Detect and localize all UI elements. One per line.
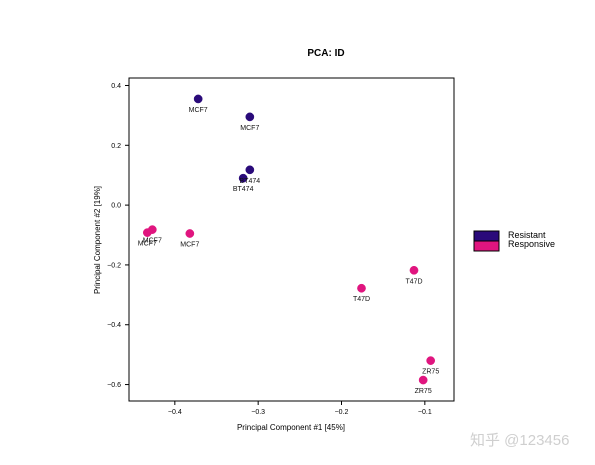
chart-title: PCA: ID bbox=[307, 48, 344, 59]
point-label: T47D bbox=[405, 278, 422, 285]
x-axis-ticks: −0.4 −0.3 −0.2 −0.1 bbox=[168, 401, 432, 416]
legend-resistant-label: Resistant bbox=[508, 230, 546, 240]
legend-resistant-swatch bbox=[473, 230, 500, 242]
data-point bbox=[409, 265, 419, 275]
y-tick-label: 0.4 bbox=[111, 83, 121, 90]
data-point bbox=[426, 356, 436, 365]
x-tick-label: −0.2 bbox=[335, 409, 349, 416]
point-label: MCF7 bbox=[180, 242, 199, 249]
point-label: ZR75 bbox=[422, 369, 439, 376]
point-label: MCF7 bbox=[189, 107, 208, 114]
point-label: MCF7 bbox=[143, 238, 162, 245]
legend-responsive-label: Responsive bbox=[508, 239, 555, 249]
data-point bbox=[193, 94, 203, 104]
point-label: MCF7 bbox=[240, 125, 259, 132]
data-point bbox=[142, 228, 152, 237]
point-label: BT474 bbox=[240, 178, 261, 185]
y-tick-label: −0.4 bbox=[107, 322, 121, 329]
data-point bbox=[245, 165, 255, 175]
plot-frame bbox=[128, 77, 455, 402]
data-point bbox=[245, 112, 255, 122]
y-tick-label: 0.2 bbox=[111, 143, 121, 150]
watermark-text: 知乎 @123456 bbox=[470, 432, 569, 449]
y-axis-title: Principal Component #2 [19%] bbox=[93, 186, 102, 294]
legend: Resistant Responsive bbox=[473, 230, 555, 252]
x-tick-label: −0.1 bbox=[418, 409, 432, 416]
y-tick-label: 0.0 bbox=[111, 203, 121, 210]
x-tick-label: −0.4 bbox=[168, 409, 182, 416]
data-point bbox=[238, 173, 248, 183]
point-label: T47D bbox=[353, 296, 370, 303]
point-label: BT474 bbox=[233, 186, 254, 193]
legend-responsive-swatch bbox=[473, 240, 500, 252]
point-label: ZR75 bbox=[415, 388, 432, 395]
y-tick-label: −0.2 bbox=[107, 262, 121, 269]
y-tick-label: −0.6 bbox=[107, 382, 121, 389]
data-point bbox=[418, 375, 428, 385]
data-points bbox=[142, 94, 436, 385]
x-axis-title: Principal Component #1 [45%] bbox=[237, 423, 345, 432]
data-point bbox=[357, 283, 366, 293]
point-label: MCF7 bbox=[138, 241, 157, 248]
y-axis-ticks: 0.4 0.2 0.0 −0.2 −0.4 −0.6 bbox=[107, 83, 129, 389]
data-point bbox=[185, 229, 195, 238]
x-tick-label: −0.3 bbox=[251, 409, 265, 416]
